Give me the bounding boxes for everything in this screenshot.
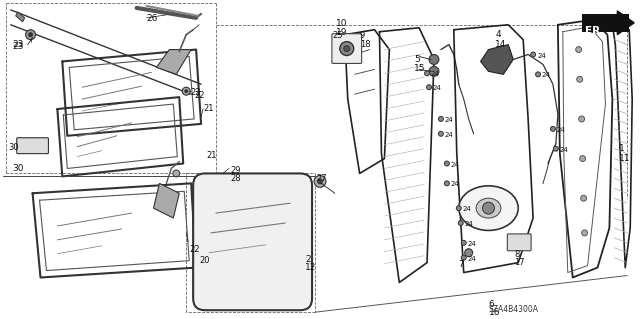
Circle shape (577, 76, 582, 82)
Circle shape (554, 146, 558, 151)
Text: 4: 4 (495, 30, 501, 39)
Polygon shape (156, 49, 191, 74)
Circle shape (536, 72, 541, 77)
Circle shape (426, 85, 431, 90)
Text: 10: 10 (336, 19, 348, 28)
Text: 17: 17 (515, 258, 525, 267)
Text: 24: 24 (465, 221, 474, 227)
Circle shape (182, 87, 190, 95)
Text: 25: 25 (333, 31, 344, 40)
Text: 19: 19 (336, 28, 348, 37)
Text: 28: 28 (231, 174, 241, 183)
Text: 13: 13 (589, 26, 601, 35)
Circle shape (579, 116, 584, 122)
Text: 24: 24 (557, 127, 566, 133)
Circle shape (483, 202, 495, 214)
Text: 24: 24 (468, 241, 476, 247)
Circle shape (465, 249, 472, 257)
Polygon shape (481, 45, 513, 74)
Polygon shape (618, 11, 634, 35)
Text: 24: 24 (468, 256, 476, 262)
Text: SZA4B4300A: SZA4B4300A (488, 305, 538, 314)
Circle shape (461, 240, 466, 245)
Text: 21: 21 (206, 151, 216, 160)
Text: 24: 24 (433, 85, 442, 91)
Text: 6: 6 (488, 300, 494, 309)
Circle shape (344, 46, 349, 52)
Circle shape (461, 255, 466, 260)
Text: 26: 26 (147, 14, 158, 23)
Text: 8: 8 (515, 250, 520, 259)
Text: 18: 18 (360, 40, 371, 48)
Circle shape (456, 206, 461, 211)
Text: 24: 24 (451, 161, 460, 167)
Circle shape (29, 33, 33, 37)
Text: 16: 16 (488, 308, 500, 317)
Text: 24: 24 (537, 53, 546, 58)
Circle shape (444, 181, 449, 186)
Ellipse shape (459, 186, 518, 230)
Text: 3: 3 (589, 17, 595, 26)
Circle shape (185, 90, 188, 93)
Text: 12: 12 (305, 263, 317, 272)
Text: 22: 22 (194, 91, 205, 100)
Circle shape (550, 126, 556, 131)
Circle shape (26, 30, 36, 40)
Text: 24: 24 (451, 182, 460, 187)
FancyBboxPatch shape (17, 138, 49, 154)
Ellipse shape (476, 198, 501, 218)
Text: 24: 24 (445, 117, 454, 123)
Text: 24: 24 (445, 132, 454, 138)
Circle shape (173, 170, 180, 177)
FancyBboxPatch shape (193, 174, 312, 310)
Circle shape (314, 175, 326, 187)
Text: 29: 29 (231, 166, 241, 174)
Text: 21: 21 (203, 104, 214, 113)
Text: FR.: FR. (584, 26, 604, 36)
Text: 27: 27 (316, 174, 326, 183)
Text: 30: 30 (13, 164, 24, 173)
FancyBboxPatch shape (332, 34, 362, 63)
Text: 30: 30 (9, 143, 19, 152)
Circle shape (429, 66, 439, 76)
Text: 24: 24 (542, 72, 551, 78)
Circle shape (317, 179, 323, 184)
Circle shape (340, 41, 354, 56)
FancyBboxPatch shape (582, 14, 629, 32)
Text: 22: 22 (190, 88, 201, 97)
Text: 23: 23 (13, 40, 24, 48)
Circle shape (531, 52, 536, 57)
Text: 14: 14 (495, 40, 507, 48)
Circle shape (424, 71, 429, 76)
Circle shape (458, 220, 463, 226)
Circle shape (580, 156, 586, 161)
Text: 7: 7 (459, 260, 464, 269)
Text: 5: 5 (414, 55, 420, 63)
Circle shape (582, 230, 588, 236)
Text: 15: 15 (414, 64, 426, 73)
Text: 20: 20 (199, 256, 209, 265)
Circle shape (438, 116, 444, 122)
Text: 9: 9 (360, 31, 365, 40)
Text: 24: 24 (463, 206, 472, 212)
Text: 24: 24 (431, 71, 440, 78)
Text: 1: 1 (620, 144, 625, 153)
Text: 22: 22 (189, 245, 200, 254)
Polygon shape (16, 12, 25, 22)
Polygon shape (154, 183, 179, 218)
Text: 23: 23 (13, 41, 24, 51)
FancyBboxPatch shape (508, 234, 531, 251)
Text: 24: 24 (560, 147, 568, 153)
Circle shape (429, 55, 439, 64)
Text: 11: 11 (620, 154, 631, 163)
Circle shape (438, 131, 444, 136)
Circle shape (576, 47, 582, 53)
Circle shape (580, 195, 587, 201)
Circle shape (444, 161, 449, 166)
Text: 2: 2 (305, 255, 311, 264)
